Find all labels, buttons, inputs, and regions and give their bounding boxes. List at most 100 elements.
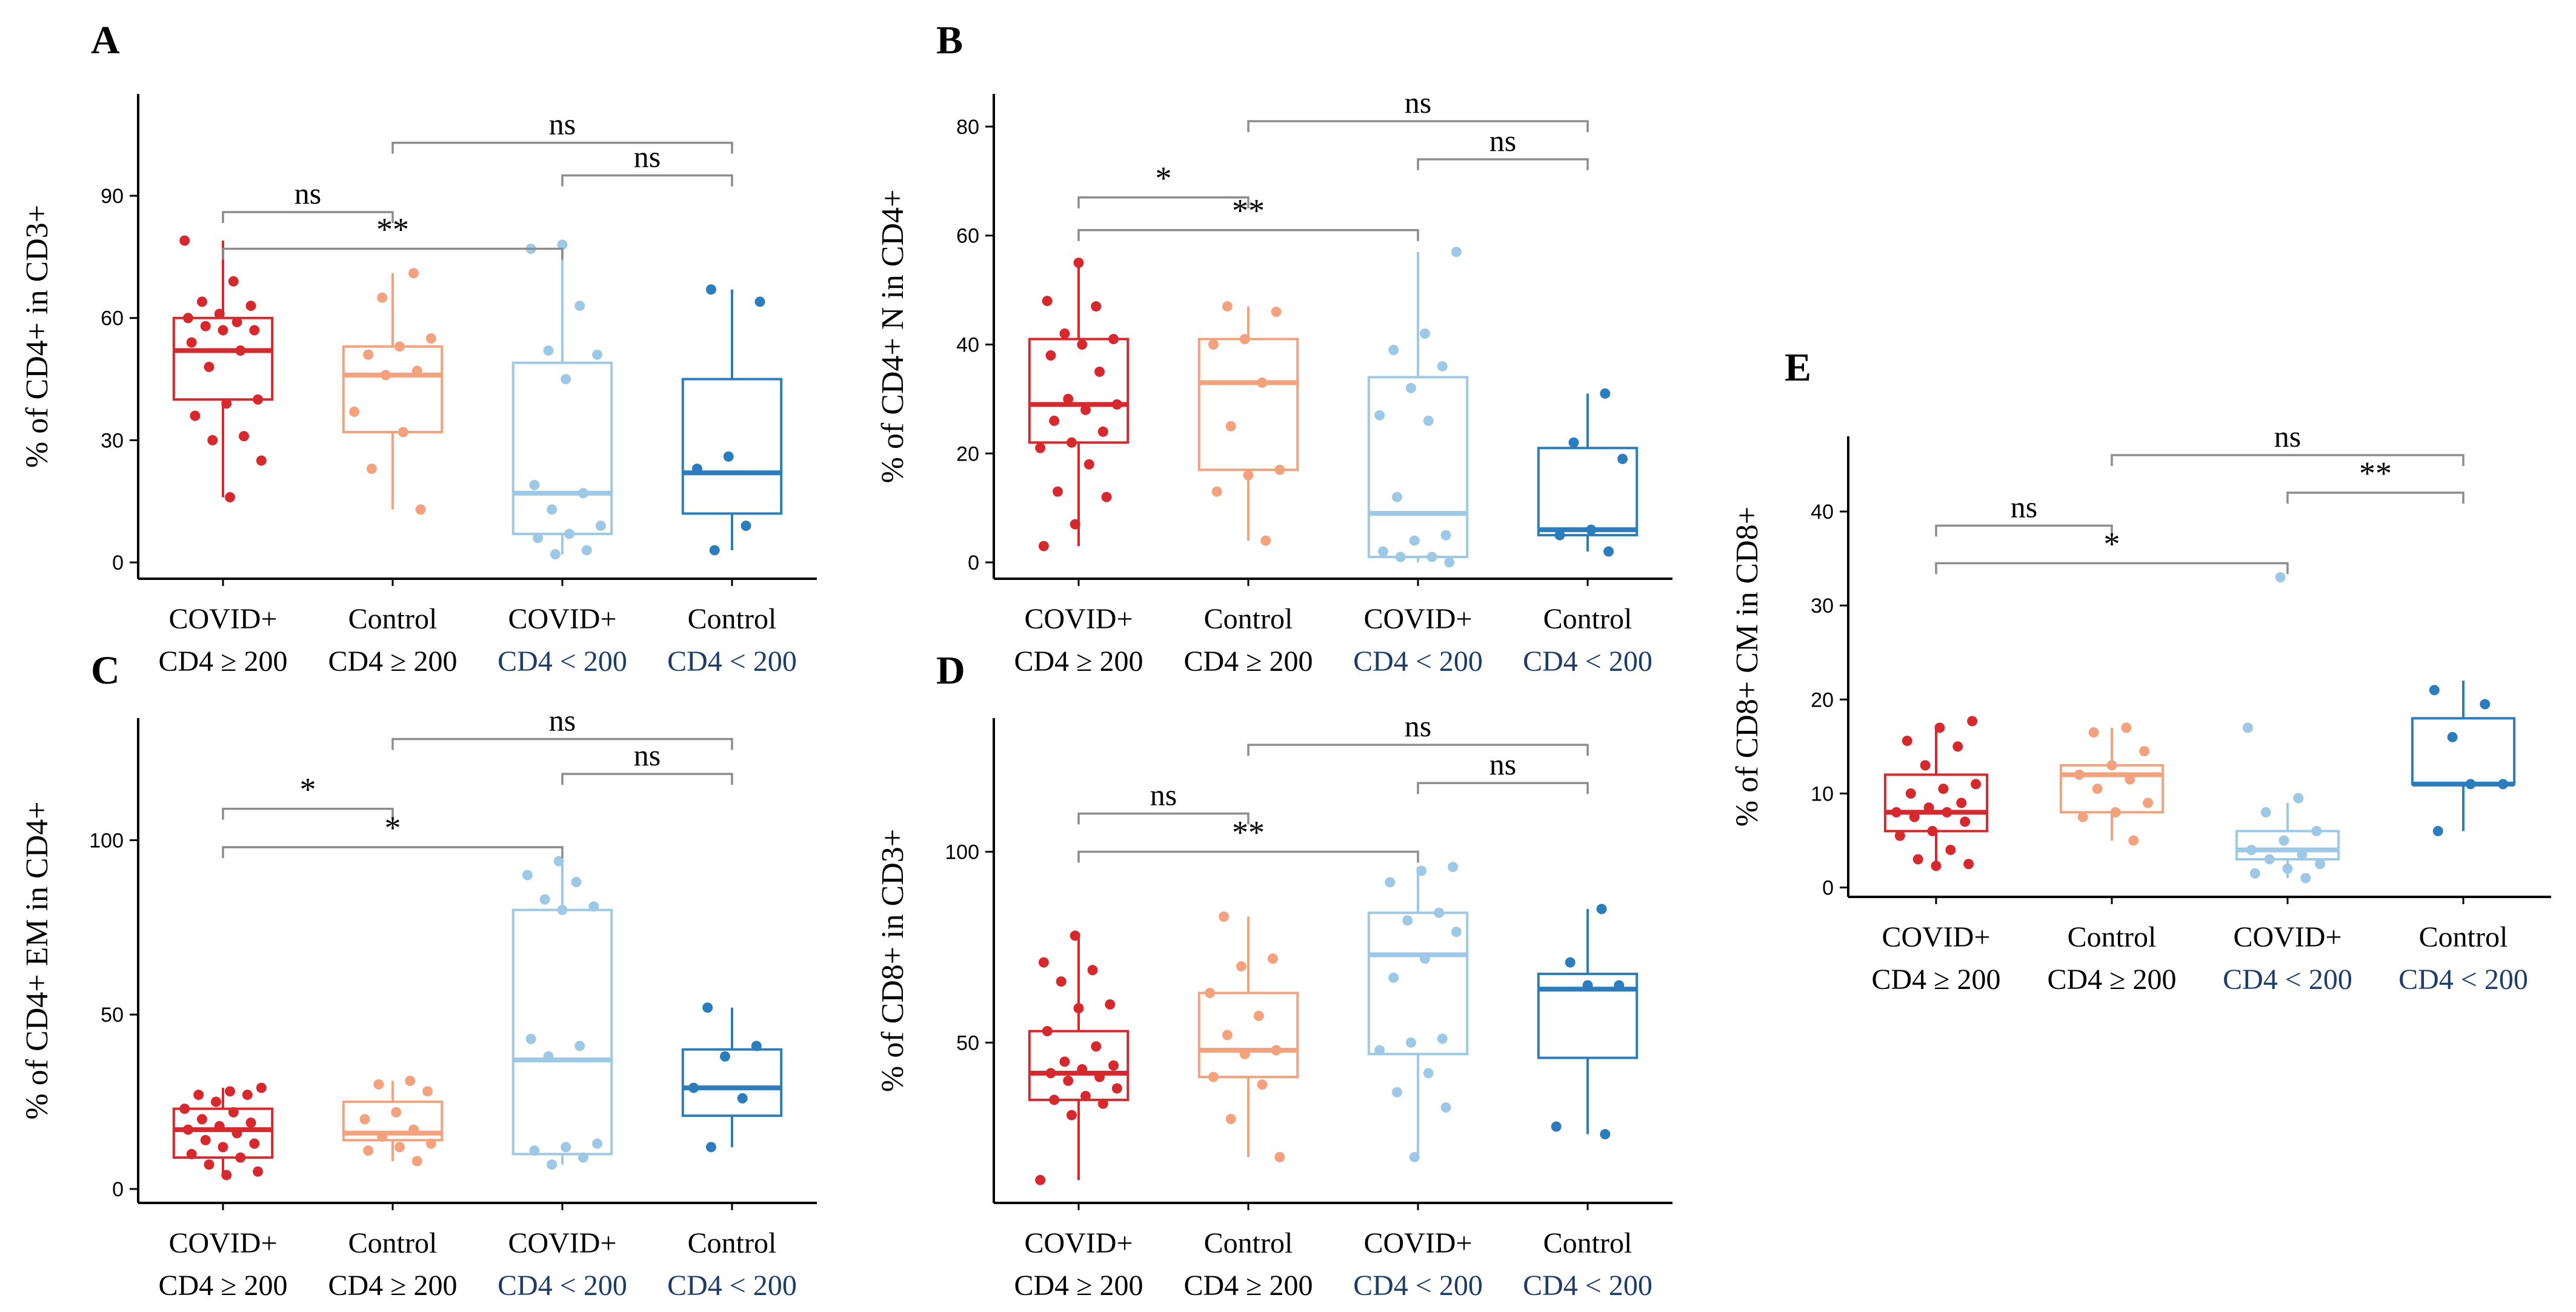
data-point bbox=[1087, 965, 1098, 976]
data-point bbox=[2447, 731, 2458, 742]
data-point bbox=[1274, 464, 1285, 475]
y-tick-label: 50 bbox=[956, 1031, 979, 1054]
data-point bbox=[214, 308, 225, 319]
data-point bbox=[349, 406, 360, 417]
data-point bbox=[1038, 541, 1049, 551]
significance-bracket bbox=[1247, 120, 1589, 132]
significance-label: ns bbox=[634, 139, 661, 173]
data-point bbox=[529, 479, 540, 490]
data-point bbox=[1066, 1110, 1077, 1121]
x-tick-label-line1: Control bbox=[688, 1227, 777, 1259]
x-tick-label-line1: COVID+ bbox=[2233, 921, 2341, 953]
y-tick-label: 10 bbox=[1811, 782, 1834, 805]
y-tick-label: 90 bbox=[101, 185, 124, 208]
data-point bbox=[1891, 807, 1902, 818]
data-point bbox=[1551, 1121, 1562, 1132]
data-point bbox=[245, 1117, 256, 1128]
data-point bbox=[1070, 930, 1080, 941]
x-tick-label-line2: CD4 < 200 bbox=[498, 645, 627, 678]
significance-bracket bbox=[561, 174, 733, 187]
data-point bbox=[709, 545, 720, 556]
data-point bbox=[1066, 437, 1077, 448]
data-point bbox=[1444, 557, 1455, 568]
data-point bbox=[408, 1124, 419, 1135]
data-point bbox=[522, 870, 533, 881]
data-point bbox=[1967, 716, 1978, 727]
data-point bbox=[578, 1152, 589, 1163]
data-point bbox=[1960, 816, 1971, 827]
data-point bbox=[529, 1145, 540, 1156]
significance-label: * bbox=[1156, 160, 1172, 196]
data-point bbox=[425, 333, 436, 344]
data-point bbox=[1108, 333, 1119, 344]
data-point bbox=[253, 1166, 264, 1177]
x-tick-label-line2: CD4 ≥ 200 bbox=[1871, 964, 2000, 996]
data-point bbox=[1035, 1174, 1046, 1185]
x-tick-label-line2: CD4 < 200 bbox=[2398, 964, 2528, 996]
significance-label: ns bbox=[1405, 709, 1431, 743]
x-tick-label-line2: CD4 < 200 bbox=[1353, 1270, 1483, 1302]
data-point bbox=[228, 1107, 239, 1117]
x-tick-label-line1: Control bbox=[688, 603, 777, 635]
data-point bbox=[1956, 798, 1967, 808]
x-tick-label-line1: COVID+ bbox=[508, 603, 616, 635]
data-point bbox=[207, 435, 218, 445]
data-point bbox=[1409, 1151, 1420, 1162]
data-point bbox=[411, 365, 422, 376]
panels: A 0 30 60 90 % of CD4+ in CD3+ COVID+ CD4 ≥ 200… bbox=[20, 18, 2551, 1302]
data-point bbox=[1565, 957, 1576, 968]
data-point bbox=[1101, 491, 1112, 502]
data-point bbox=[1243, 470, 1254, 481]
panel-letter: E bbox=[1785, 345, 1811, 390]
box-rect bbox=[342, 1101, 444, 1142]
box-group bbox=[1367, 247, 1469, 568]
data-point bbox=[2249, 868, 2260, 879]
data-point bbox=[1097, 1098, 1108, 1109]
data-point bbox=[705, 284, 716, 295]
data-point bbox=[595, 521, 606, 531]
data-point bbox=[1111, 1083, 1122, 1094]
data-point bbox=[1211, 486, 1222, 497]
data-point bbox=[394, 341, 405, 352]
data-point bbox=[1440, 530, 1451, 541]
data-point bbox=[1894, 830, 1905, 841]
data-point bbox=[1267, 953, 1278, 964]
x-tick-label-line2: CD4 < 200 bbox=[1523, 645, 1652, 678]
x-tick-label-line1: Control bbox=[2419, 921, 2508, 953]
data-point bbox=[1059, 328, 1070, 339]
data-point bbox=[1905, 788, 1916, 799]
data-point bbox=[235, 345, 246, 356]
significance-label: * bbox=[2104, 525, 2120, 562]
significance-bracket bbox=[2286, 491, 2465, 504]
data-point bbox=[1257, 377, 1268, 388]
box-rect bbox=[1537, 973, 1639, 1059]
data-point bbox=[1274, 1151, 1285, 1162]
data-point bbox=[1942, 807, 1952, 818]
data-point bbox=[1253, 1010, 1264, 1021]
data-point bbox=[1108, 1060, 1119, 1071]
data-point bbox=[239, 431, 250, 442]
significance-label: ns bbox=[2011, 490, 2037, 524]
data-point bbox=[1952, 741, 1963, 752]
data-point bbox=[391, 1107, 402, 1117]
box-group bbox=[342, 1076, 444, 1167]
data-point bbox=[2275, 572, 2286, 583]
data-point bbox=[225, 1086, 236, 1097]
data-point bbox=[1091, 301, 1102, 312]
data-point bbox=[2282, 863, 2293, 874]
data-point bbox=[1938, 784, 1949, 794]
data-point bbox=[1257, 1079, 1268, 1090]
box-rect bbox=[172, 1107, 274, 1159]
data-point bbox=[1437, 1033, 1448, 1044]
data-point bbox=[256, 455, 267, 466]
data-point bbox=[179, 1104, 190, 1114]
data-point bbox=[588, 901, 599, 912]
data-point bbox=[1603, 546, 1614, 557]
data-point bbox=[366, 463, 377, 474]
data-point bbox=[1971, 779, 1982, 790]
data-point bbox=[2429, 685, 2440, 696]
box-group bbox=[172, 235, 274, 503]
panel-letter: A bbox=[91, 18, 120, 62]
data-point bbox=[1927, 825, 1938, 836]
significance-bracket bbox=[391, 738, 733, 750]
